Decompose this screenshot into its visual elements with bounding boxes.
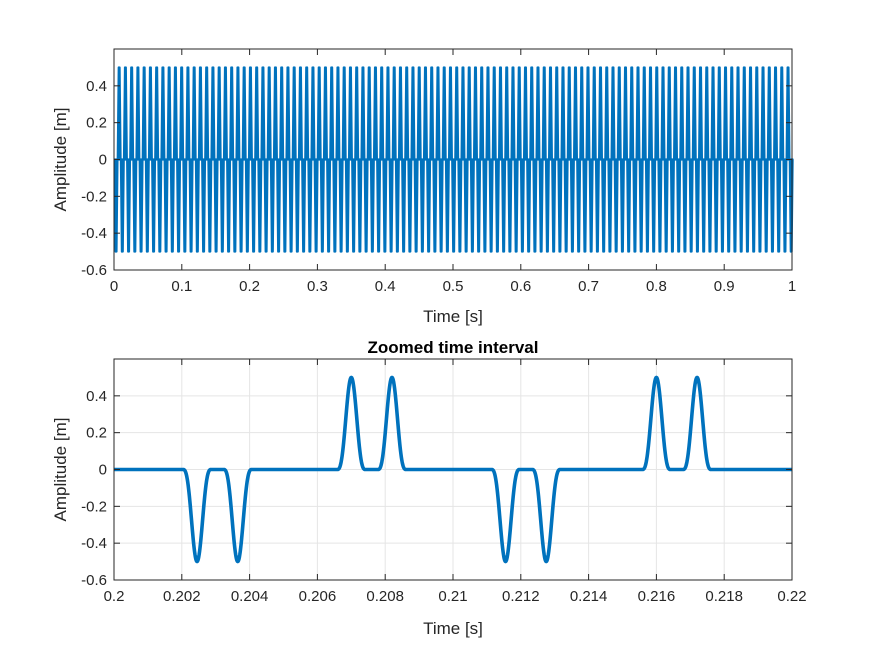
bottom-x-tick-label: 0.216: [638, 588, 676, 605]
top-x-tick-label: 0.4: [375, 278, 396, 295]
top-y-axis-label: Amplitude [m]: [51, 108, 70, 212]
bottom-x-tick-label: 0.204: [231, 588, 269, 605]
top-x-tick-label: 0.6: [510, 278, 531, 295]
top-y-tick-label: 0.4: [86, 78, 107, 95]
top-x-tick-label: 0.5: [443, 278, 464, 295]
bottom-data: [112, 375, 794, 564]
bottom-y-tick-label: 0: [99, 462, 107, 479]
top-series-line: [113, 66, 794, 253]
top-y-tick-label: -0.4: [81, 225, 107, 242]
bottom-y-tick-label: -0.6: [81, 572, 107, 589]
top-x-tick-label: 0.3: [307, 278, 328, 295]
top-y-tick-label: 0.2: [86, 115, 107, 132]
bottom-axes: 0.2 0.202 0.204 0.206 0.208 0.21 0.212 0.214 0.2…: [51, 338, 807, 638]
top-x-tick-label: 0.8: [646, 278, 667, 295]
top-axes: 0 0.1 0.2 0.3 0.4 0.5 0.6 0.7 0.8 0.9 1 -0.6 -0.4 -0.…: [51, 48, 796, 326]
top-ticks: 0 0.1 0.2 0.3 0.4 0.5 0.6 0.7 0.8 0.9 1 -0.6 -0.4 -0.…: [81, 49, 796, 295]
bottom-x-tick-label: 0.214: [570, 588, 608, 605]
bottom-x-tick-label: 0.206: [299, 588, 337, 605]
top-y-tick-label: 0: [99, 152, 107, 169]
top-data: [113, 66, 794, 253]
bottom-chart-title: Zoomed time interval: [368, 338, 539, 357]
bottom-series-line: [112, 375, 794, 564]
top-x-tick-label: 0.2: [239, 278, 260, 295]
bottom-x-tick-label: 0.202: [163, 588, 201, 605]
bottom-y-tick-label: 0.2: [86, 425, 107, 442]
top-x-tick-label: 0.1: [171, 278, 192, 295]
top-x-tick-label: 0.7: [578, 278, 599, 295]
bottom-y-tick-label: 0.4: [86, 388, 107, 405]
top-y-tick-label: -0.2: [81, 188, 107, 205]
top-x-tick-label: 0.9: [714, 278, 735, 295]
bottom-ticks: 0.2 0.202 0.204 0.206 0.208 0.21 0.212 0.214 0.2…: [81, 359, 807, 605]
top-x-tick-label: 1: [788, 278, 796, 295]
bottom-y-axis-label: Amplitude [m]: [51, 418, 70, 522]
bottom-y-tick-label: -0.2: [81, 498, 107, 515]
top-x-tick-label: 0: [110, 278, 118, 295]
top-x-axis-label: Time [s]: [423, 307, 483, 326]
bottom-x-tick-label: 0.212: [502, 588, 540, 605]
top-y-tick-label: -0.6: [81, 262, 107, 279]
bottom-x-tick-label: 0.22: [777, 588, 806, 605]
bottom-x-tick-label: 0.208: [366, 588, 404, 605]
bottom-x-tick-label: 0.2: [104, 588, 125, 605]
bottom-x-tick-label: 0.218: [705, 588, 743, 605]
bottom-x-axis-label: Time [s]: [423, 619, 483, 638]
bottom-y-tick-label: -0.4: [81, 535, 107, 552]
bottom-x-tick-label: 0.21: [438, 588, 467, 605]
